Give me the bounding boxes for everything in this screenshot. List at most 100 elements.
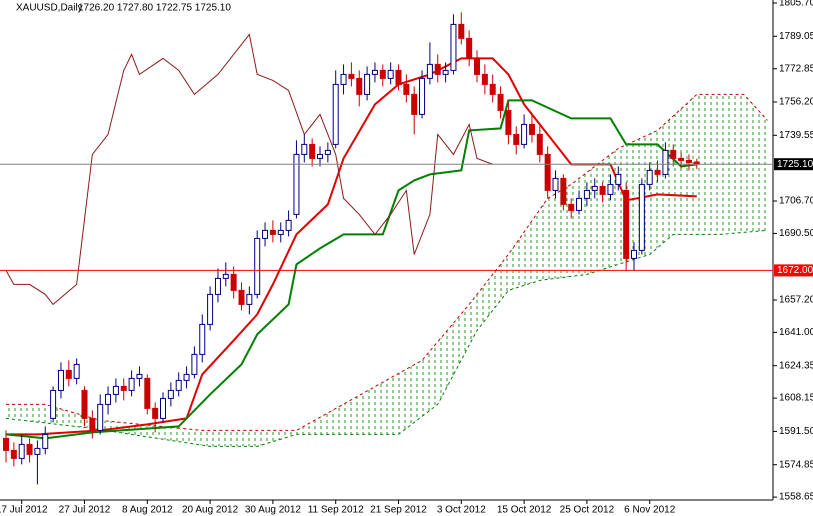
candle-body (489, 83, 496, 95)
candle-body (348, 73, 355, 79)
price-label-box (774, 158, 813, 171)
candle-body (607, 183, 614, 195)
candle-body (426, 63, 433, 79)
candle-body (301, 143, 308, 155)
candle-body (42, 433, 49, 449)
candle-body (528, 123, 535, 135)
candle-body (214, 277, 221, 295)
candle-body (670, 149, 677, 159)
candle-body (544, 153, 551, 191)
candle-body (254, 237, 261, 295)
candle-body (481, 73, 488, 85)
candle-body (136, 373, 143, 379)
x-tick-label: 17 Jul 2012 (0, 505, 48, 516)
indicator-line (5, 99, 697, 440)
y-tick-label: 1805.70 (779, 0, 813, 9)
y-tick-label: 1706.70 (779, 196, 813, 207)
candle-body (497, 93, 504, 111)
candle-body (403, 83, 410, 95)
candle-body (560, 177, 567, 205)
x-tick-label: 27 Jul 2012 (59, 505, 111, 516)
candle-body (623, 189, 630, 259)
candle-body (309, 143, 316, 159)
y-tick-label: 1739.55 (779, 130, 813, 141)
candle-body (387, 69, 394, 79)
cloud-fill (6, 94, 768, 447)
candle-body (474, 57, 480, 75)
candle-body (269, 229, 276, 235)
candle-body (364, 73, 371, 95)
candle-body (379, 69, 386, 79)
x-tick-label: 15 Oct 2012 (497, 505, 552, 516)
candle-body (395, 69, 402, 85)
candle-body (144, 377, 151, 409)
candle-body (120, 385, 127, 391)
indicator-line (5, 33, 493, 306)
candle-body (18, 443, 25, 459)
y-tick-label: 1558.65 (779, 492, 813, 503)
candle-body (57, 369, 64, 391)
candle-body (678, 157, 685, 161)
candle-body (411, 93, 418, 115)
chart-subtitle: 1726.20 1727.80 1722.75 1725.10 (78, 3, 231, 14)
candle-body (293, 153, 300, 215)
candle-body (434, 63, 441, 75)
cloud-layer (5, 93, 768, 447)
candle-body (332, 83, 339, 145)
candle-body (458, 23, 465, 39)
candle-body (685, 159, 692, 163)
candle-body (513, 133, 520, 145)
candle-body (505, 109, 512, 135)
cloud-span (5, 229, 768, 447)
candle-body (73, 363, 80, 379)
y-tick-label: 1690.50 (779, 228, 813, 239)
price-label-box (774, 264, 813, 277)
x-tick-label: 25 Oct 2012 (560, 505, 615, 516)
x-tick-label: 8 Aug 2012 (122, 505, 173, 516)
candle-body (654, 169, 661, 175)
y-tick-label: 1574.85 (779, 459, 813, 470)
candle-body (65, 369, 72, 379)
candle-body (26, 443, 33, 455)
price-label: 1672.00 (777, 265, 813, 276)
candle-body (238, 289, 245, 305)
x-tick-label: 6 Nov 2012 (624, 505, 676, 516)
candle-body (262, 229, 269, 239)
candle-body (199, 323, 206, 355)
y-tick-label: 1608.15 (779, 393, 813, 404)
candle-body (442, 69, 449, 75)
y-tick-label: 1641.00 (779, 327, 813, 338)
price-label: 1725.10 (777, 159, 813, 170)
candle-body (576, 197, 583, 211)
candle-body (638, 183, 645, 251)
candle-body (160, 397, 166, 419)
candle-body (521, 123, 528, 145)
candle-body (222, 273, 229, 279)
candle-body (552, 177, 559, 191)
candle-body (3, 437, 9, 451)
candle-body (167, 389, 174, 399)
candle-body (285, 219, 292, 231)
x-tick-label: 21 Sep 2012 (370, 505, 427, 516)
candle-body (536, 133, 543, 155)
candle-body (356, 77, 363, 95)
y-tick-label: 1591.50 (779, 426, 813, 437)
candle-body (646, 169, 653, 185)
candle-body (207, 293, 214, 325)
candle-body (450, 23, 457, 71)
candle-body (97, 403, 104, 431)
candle-body (662, 149, 669, 175)
y-tick-label: 1789.05 (779, 31, 813, 42)
y-tick-label: 1772.85 (779, 63, 813, 74)
candle-body (591, 185, 598, 191)
candle-body (371, 69, 378, 75)
candle-body (246, 293, 253, 305)
candle-body (183, 373, 190, 381)
candle-body (230, 273, 237, 291)
candle-body (466, 37, 473, 59)
candle-body (568, 203, 575, 211)
candle-body (152, 407, 159, 419)
candle-body (317, 153, 323, 159)
